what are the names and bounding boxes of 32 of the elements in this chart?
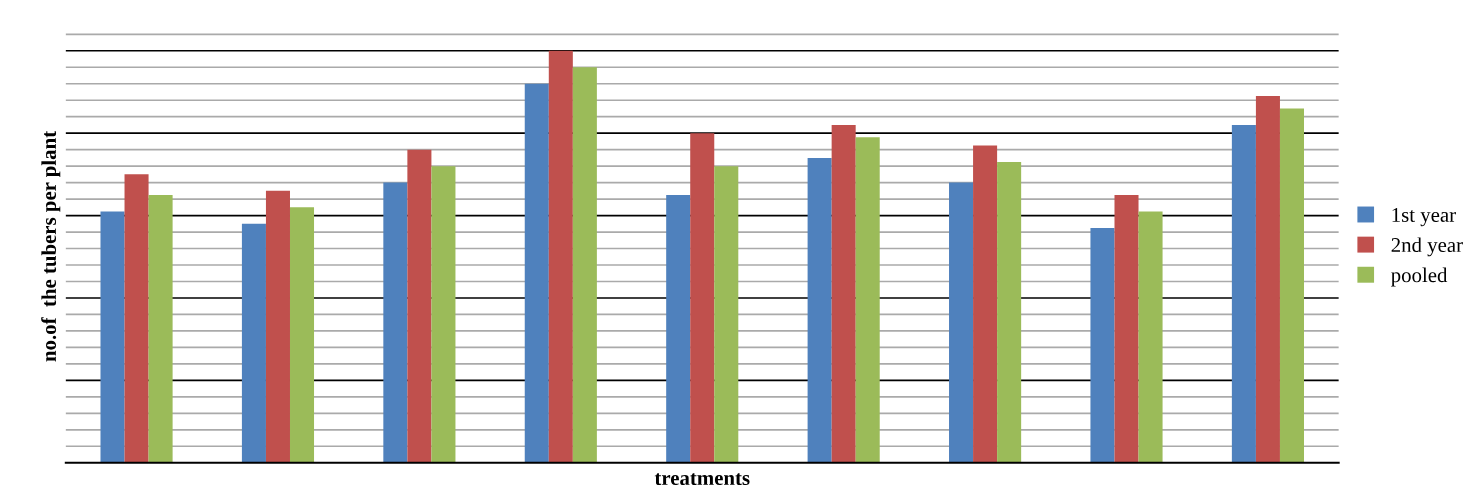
bar (124, 174, 149, 463)
bar (831, 124, 856, 463)
legend-label: 1st year (1392, 207, 1456, 227)
bar (807, 157, 832, 463)
bar (407, 149, 432, 463)
bar (1255, 96, 1280, 463)
bar (997, 162, 1022, 463)
bar (100, 211, 125, 463)
bar (855, 137, 880, 463)
bar (666, 194, 691, 463)
bar (973, 145, 998, 463)
bar (265, 190, 290, 463)
bar (1114, 194, 1139, 463)
bar (383, 182, 408, 463)
x-axis-title: treatments (654, 473, 750, 486)
bar (714, 166, 739, 463)
bar (548, 50, 573, 463)
bar (524, 83, 549, 463)
bar (1231, 124, 1256, 463)
bar (241, 223, 266, 463)
legend-label: pooled (1391, 267, 1448, 287)
bar (148, 194, 173, 463)
bar (572, 67, 597, 463)
bar (1090, 227, 1115, 463)
bar (1279, 108, 1304, 463)
bar (949, 182, 974, 463)
bar (289, 207, 315, 463)
y-axis-title: no.of the tubers per plant (41, 131, 61, 362)
bar (431, 166, 456, 463)
bar (1138, 211, 1163, 463)
legend-label: 2nd year (1391, 237, 1463, 257)
bar (690, 133, 715, 463)
